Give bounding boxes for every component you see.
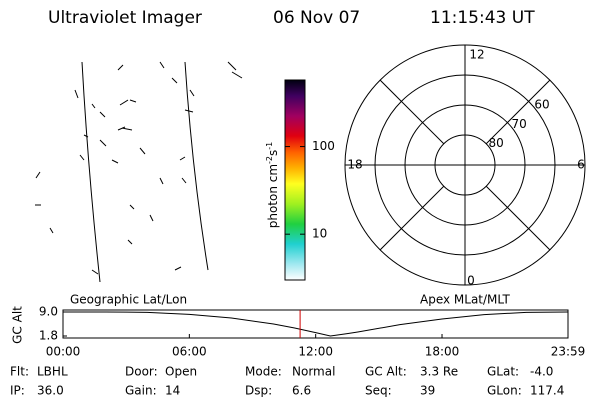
info-value: 39 [420, 384, 435, 398]
info-value: LBHL [37, 365, 68, 379]
ring-label: 60 [534, 98, 549, 112]
lat-ring [434, 134, 496, 196]
colorbar-tick-label: 100 [312, 139, 335, 153]
ring-label: 80 [488, 136, 503, 150]
mlt-label: 0 [467, 274, 475, 288]
x-tick-label: 12:00 [298, 345, 333, 359]
title: Ultraviolet Imager [48, 8, 202, 28]
info-label: Door: [125, 365, 158, 379]
info-value: 36.0 [37, 384, 64, 398]
info-label: Seq: [365, 384, 392, 398]
info-label: Gain: [125, 384, 157, 398]
x-tick-label: 23:59 [551, 345, 586, 359]
mlt-label: 12 [469, 48, 484, 62]
x-tick-label: 00:00 [46, 345, 81, 359]
info-value: Normal [292, 365, 335, 379]
y-tick-label: 9.0 [39, 305, 58, 319]
altitude-left-label: Geographic Lat/Lon [70, 293, 187, 307]
info-label: GLat: [487, 365, 519, 379]
x-tick-label: 18:00 [425, 345, 460, 359]
label-part: -2 [265, 156, 274, 164]
label-part: photon cm [266, 164, 280, 228]
altitude-ylabel: GC Alt [11, 306, 25, 344]
date: 06 Nov 07 [273, 8, 360, 28]
altitude-right-label: Apex MLat/MLT [420, 293, 510, 307]
info-label: GLon: [487, 384, 522, 398]
time: 11:15:43 UT [430, 8, 535, 28]
info-label: IP: [10, 384, 25, 398]
meridian [485, 79, 551, 145]
info-value: Open [165, 365, 197, 379]
y-tick-label: 1.8 [39, 329, 58, 343]
lat-ring [374, 74, 556, 256]
info-value: 6.6 [292, 384, 311, 398]
ring-label: 70 [511, 117, 526, 131]
info-value: 117.4 [530, 384, 564, 398]
mlt-label: 6 [577, 158, 585, 172]
info-value: 14 [165, 384, 180, 398]
meridian [379, 185, 445, 251]
info-value: 3.3 Re [420, 365, 458, 379]
x-tick-label: 06:00 [172, 345, 207, 359]
info-label: GC Alt: [365, 365, 407, 379]
colorbar-tick-label: 10 [312, 227, 327, 241]
mlt-label: 18 [347, 158, 362, 172]
info-label: Dsp: [245, 384, 272, 398]
info-value: -4.0 [530, 365, 553, 379]
colorbar [284, 79, 306, 281]
info-label: Flt: [10, 365, 29, 379]
colorbar-label: photon cm-2s-1 [265, 142, 280, 229]
label-part: -1 [265, 142, 274, 150]
map-panel [35, 61, 243, 283]
info-label: Mode: [245, 365, 282, 379]
lat-ring [404, 104, 526, 226]
meridian [379, 79, 445, 145]
label-part: s [266, 150, 280, 156]
altitude-curve [63, 311, 569, 337]
meridian [485, 185, 551, 251]
